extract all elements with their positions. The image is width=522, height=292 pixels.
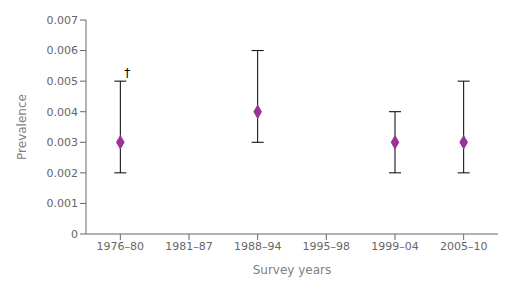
svg-text:Prevalence: Prevalence [15, 94, 29, 160]
svg-text:0.004: 0.004 [47, 106, 79, 119]
svg-text:0.007: 0.007 [47, 14, 79, 27]
svg-text:0.005: 0.005 [47, 75, 79, 88]
svg-text:0.003: 0.003 [47, 136, 79, 149]
svg-text:0.002: 0.002 [47, 167, 79, 180]
svg-text:0.001: 0.001 [47, 197, 79, 210]
svg-text:1988–94: 1988–94 [234, 240, 282, 253]
svg-text:2005–10: 2005–10 [440, 240, 488, 253]
svg-text:1981–87: 1981–87 [165, 240, 213, 253]
svg-text:1999–04: 1999–04 [371, 240, 419, 253]
svg-text:1995–98: 1995–98 [303, 240, 351, 253]
svg-text:Survey years: Survey years [253, 263, 332, 277]
svg-text:0: 0 [71, 228, 78, 241]
svg-text:†: † [124, 66, 130, 80]
svg-text:0.006: 0.006 [47, 44, 79, 57]
svg-text:1976–80: 1976–80 [97, 240, 145, 253]
